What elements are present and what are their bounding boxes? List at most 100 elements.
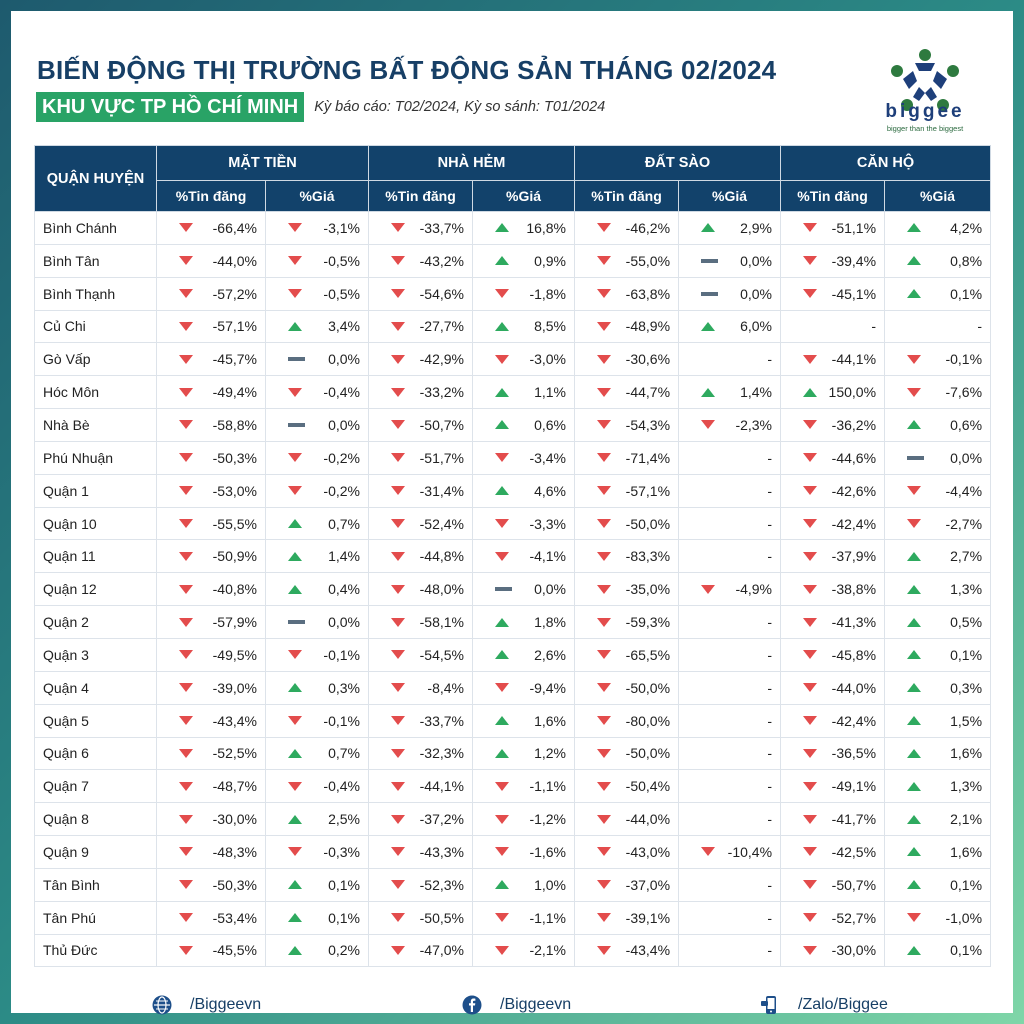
footer-facebook-label: /Biggeevn (500, 996, 572, 1013)
cell-value: 0,1% (950, 876, 983, 893)
value-cell: -44,6% (780, 440, 886, 475)
value-cell: 0,1% (265, 900, 369, 935)
arrow-down-icon (597, 519, 612, 529)
value-cell: -32,3% (368, 736, 473, 771)
cell-value: -0,4% (323, 384, 360, 401)
value-cell: -51,7% (368, 440, 473, 475)
arrow-up-icon (495, 321, 509, 331)
cell-value: 1,6% (950, 745, 983, 762)
arrow-up-icon (907, 650, 922, 660)
value-cell: 0,0% (265, 342, 369, 377)
district-name: Tân Phú (34, 900, 157, 935)
arrow-down-icon (179, 256, 193, 266)
group-header: ĐẤT SÀO (574, 145, 782, 181)
cell-value: -52,4% (419, 515, 464, 532)
value-cell: -42,4% (780, 506, 886, 541)
value-cell: -52,3% (368, 867, 473, 902)
cell-value: -2,7% (945, 515, 983, 532)
value-cell: 0,5% (884, 605, 992, 639)
cell-value: -42,6% (831, 482, 877, 499)
arrow-down-icon (597, 683, 612, 693)
value-cell: 0,1% (884, 933, 992, 968)
footer-website[interactable]: /Biggeevn (152, 995, 261, 1015)
arrow-down-icon (803, 814, 818, 824)
value-cell: -8,4% (368, 670, 473, 705)
value-cell: -1,8% (471, 276, 576, 311)
value-cell: -57,1% (574, 473, 680, 508)
arrow-up-icon (288, 519, 302, 529)
arrow-down-icon (391, 781, 405, 791)
district-name: Quận 8 (34, 802, 157, 837)
arrow-down-icon (597, 847, 612, 857)
value-cell: 4,2% (884, 211, 992, 245)
cell-value: 0,3% (328, 679, 360, 696)
table-row: Quận 8 -30,0% 2,5% -37,2% -1,2% -44,0% - -41,7%… (34, 802, 992, 837)
district-name: Quận 10 (34, 506, 157, 541)
arrow-down-icon (907, 486, 922, 496)
cell-value: 4,6% (534, 482, 567, 499)
arrow-down-icon (179, 880, 193, 890)
facebook-icon (462, 995, 482, 1015)
value-cell: -0,1% (884, 342, 992, 377)
value-cell: - (678, 670, 782, 705)
value-cell: 1,6% (471, 703, 576, 738)
cell-value: -32,3% (419, 745, 464, 762)
subtitle-row: KHU VỰC TP HỒ CHÍ MINH Kỳ báo cáo: T02/2… (36, 92, 605, 122)
cell-value: -44,0% (831, 679, 877, 696)
cell-value: -37,9% (831, 548, 877, 565)
cell-value: 2,5% (328, 811, 360, 828)
cell-value: - (767, 712, 773, 729)
arrow-down-icon (288, 650, 302, 660)
cell-value: - (767, 745, 773, 762)
cell-value: - (767, 811, 773, 828)
arrow-up-icon (803, 387, 818, 397)
value-cell: -41,7% (780, 802, 886, 837)
value-cell: 16,8% (471, 211, 576, 245)
value-cell: -36,2% (780, 408, 886, 442)
cell-value: 3,4% (328, 318, 360, 335)
cell-value: -0,2% (323, 449, 360, 466)
value-cell: -57,1% (156, 309, 266, 344)
cell-value: - (977, 318, 983, 335)
arrow-down-icon (179, 420, 193, 430)
cell-value: 0,1% (950, 646, 983, 663)
value-cell: - (678, 769, 782, 804)
value-cell: 6,0% (678, 309, 782, 344)
cell-value: -7,6% (945, 384, 983, 401)
cell-value: -58,8% (212, 416, 257, 433)
cell-value: 1,6% (950, 843, 983, 860)
value-cell: 0,0% (678, 243, 782, 278)
value-cell: 0,8% (884, 243, 992, 278)
district-name: Gò Vấp (34, 342, 157, 377)
cell-value: -1,6% (529, 843, 567, 860)
cell-value: -71,4% (625, 449, 671, 466)
sub-header: %Tin đăng (368, 180, 473, 212)
arrow-down-icon (391, 945, 405, 955)
value-cell: -52,7% (780, 900, 886, 935)
footer-facebook[interactable]: /Biggeevn (462, 995, 571, 1015)
sub-header: %Tin đăng (156, 180, 266, 212)
value-cell: -51,1% (780, 211, 886, 245)
district-name: Quận 12 (34, 572, 157, 607)
arrow-down-icon (907, 387, 922, 397)
cell-value: -48,9% (625, 318, 671, 335)
footer-zalo[interactable]: /Zalo/Biggee (760, 995, 888, 1015)
arrow-up-icon (288, 880, 302, 890)
value-cell: -39,0% (156, 670, 266, 705)
arrow-down-icon (803, 551, 818, 561)
district-header: QUẬN HUYỆN (34, 145, 157, 212)
arrow-up-icon (495, 716, 509, 726)
value-cell: -53,4% (156, 900, 266, 935)
arrow-down-icon (495, 289, 509, 299)
value-cell: 0,0% (884, 440, 992, 475)
cell-value: -50,3% (212, 449, 257, 466)
value-cell: 1,8% (471, 605, 576, 639)
arrow-down-icon (597, 814, 612, 824)
cell-value: -43,2% (419, 252, 464, 269)
value-cell: -37,9% (780, 539, 886, 574)
value-cell: -39,1% (574, 900, 680, 935)
cell-value: -48,0% (419, 581, 464, 598)
cell-value: 0,1% (328, 909, 360, 926)
cell-value: -43,4% (625, 942, 671, 959)
district-name: Bình Tân (34, 243, 157, 278)
